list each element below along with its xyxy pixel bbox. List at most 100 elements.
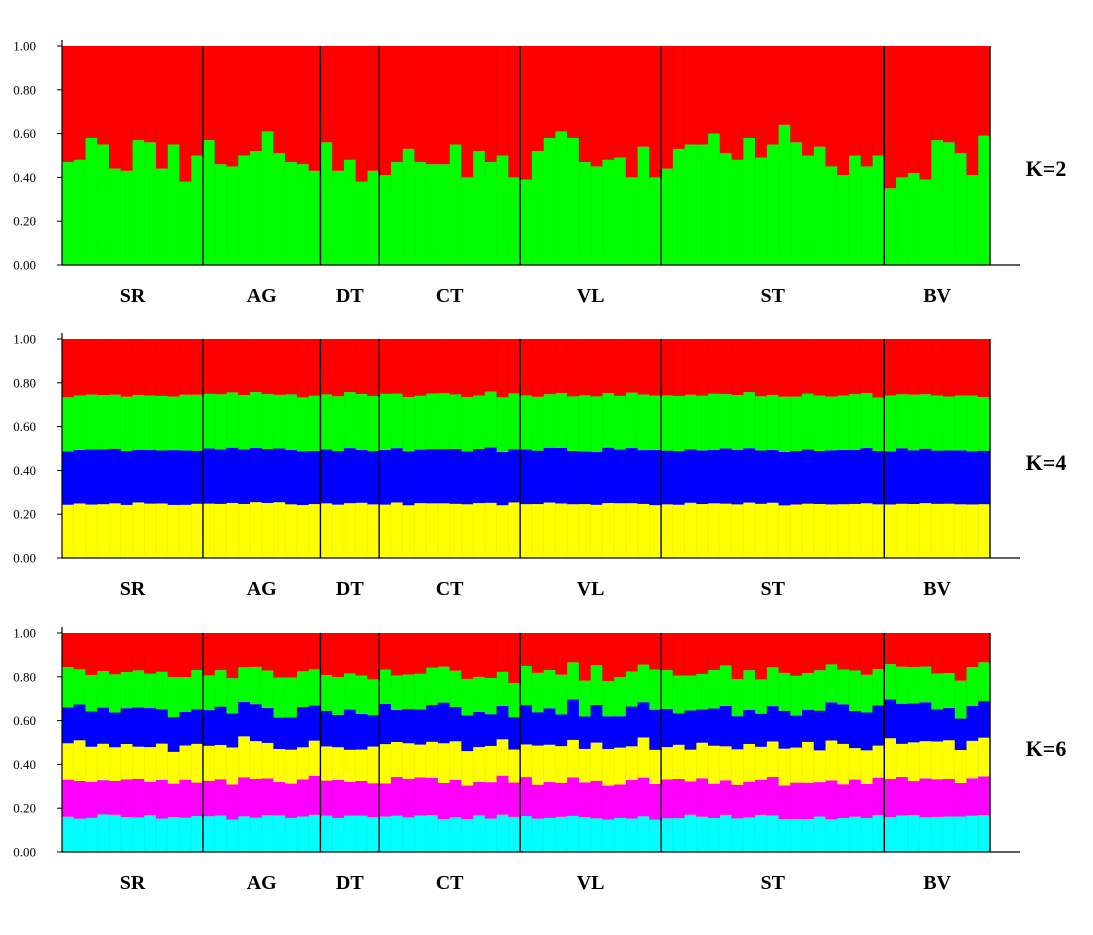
bar-segment — [402, 674, 415, 709]
bar-segment — [825, 819, 838, 852]
bar-segment — [367, 170, 380, 265]
bar-segment — [590, 166, 603, 265]
bar-segment — [778, 505, 791, 558]
bar-segment — [637, 737, 650, 778]
bar-segment — [602, 46, 615, 160]
bar-segment — [719, 746, 732, 781]
bar-segment — [872, 633, 885, 670]
bar-segment — [132, 140, 145, 265]
bar-segment — [155, 168, 169, 265]
bar-segment — [120, 744, 133, 780]
bar-segment — [625, 671, 638, 707]
bar-segment — [637, 777, 650, 817]
bar-segment — [62, 816, 75, 852]
bar-segment — [520, 633, 533, 666]
bar-segment — [132, 817, 145, 852]
bar-segment — [637, 450, 650, 504]
bar-segment — [766, 46, 779, 145]
bar-segment — [508, 339, 521, 394]
bar-segment — [907, 173, 920, 265]
bar-segment — [966, 705, 979, 741]
bar-segment — [567, 815, 580, 852]
bar-segment — [238, 701, 251, 737]
bar-segment — [708, 46, 721, 134]
bar-segment — [461, 177, 474, 265]
bar-segment — [273, 717, 286, 749]
bar-segment — [308, 633, 321, 670]
bar-segment — [144, 633, 157, 674]
bar-segment — [496, 339, 509, 398]
bar-segment — [484, 678, 498, 715]
bar-segment — [954, 633, 967, 681]
bar-segment — [872, 669, 885, 706]
bar-segment — [590, 818, 603, 852]
bar-segment — [308, 46, 321, 171]
bar-segment — [238, 633, 251, 668]
bar-segment — [743, 137, 756, 265]
bar-segment — [179, 504, 192, 558]
bar-segment — [226, 713, 239, 748]
bar-segment — [155, 671, 169, 710]
bar-segment — [567, 450, 580, 505]
bar-segment — [978, 662, 991, 702]
bar-segment — [555, 782, 568, 817]
bar-segment — [520, 815, 533, 852]
bar-segment — [884, 664, 897, 700]
bar-segment — [531, 672, 545, 713]
bar-segment — [296, 164, 310, 265]
bar-segment — [602, 447, 615, 503]
bar-segment — [355, 502, 368, 558]
bar-segment — [872, 451, 885, 505]
y-tick-label: 0.80 — [13, 669, 36, 684]
bar-segment — [743, 817, 756, 852]
bar-segment — [896, 633, 909, 667]
bar-segment — [238, 777, 251, 817]
bar-segment — [778, 748, 791, 786]
bar-segment — [602, 749, 615, 786]
bar-segment — [144, 339, 157, 396]
bar-segment — [343, 815, 357, 852]
bar-segment — [802, 155, 815, 265]
y-tick-label: 0.00 — [13, 845, 36, 860]
bar-segment — [661, 339, 674, 396]
bar-segment — [308, 740, 321, 776]
bar-segment — [296, 671, 310, 708]
bar-segment — [120, 46, 133, 171]
bar-segment — [296, 747, 310, 780]
bar-segment — [837, 449, 850, 505]
bar-segment — [449, 779, 462, 818]
bar-segment — [966, 451, 979, 505]
bar-segment — [473, 503, 486, 558]
bar-segment — [684, 781, 697, 815]
bar-segment — [261, 670, 274, 708]
bar-segment — [684, 46, 697, 145]
bar-segment — [508, 633, 521, 684]
bar-segment — [155, 503, 169, 558]
bar-segment — [85, 449, 98, 505]
bar-segment — [508, 449, 521, 503]
bar-segment — [426, 777, 439, 816]
bar-segment — [155, 633, 169, 672]
bar-segment — [332, 46, 345, 171]
bar-segment — [273, 782, 286, 816]
bar-segment — [285, 633, 298, 678]
bar-segment — [743, 392, 756, 449]
bar-segment — [837, 339, 850, 396]
bar-segment — [755, 450, 768, 504]
bar-segment — [954, 339, 967, 396]
bar-segment — [97, 707, 110, 744]
bar-segment — [179, 633, 192, 678]
bar-segment — [919, 633, 932, 667]
bar-segment — [449, 144, 462, 265]
bar-segment — [684, 633, 697, 676]
bar-segment — [167, 46, 180, 145]
y-tick-label: 1.00 — [13, 39, 36, 54]
bar-segment — [73, 818, 86, 852]
bar-segment — [943, 740, 956, 779]
bar-segment — [543, 744, 556, 783]
bar-segment — [496, 705, 509, 740]
bar-segment — [249, 704, 263, 742]
bar-segment — [144, 815, 157, 852]
bar-segment — [790, 46, 803, 143]
bar-segment — [167, 717, 180, 752]
